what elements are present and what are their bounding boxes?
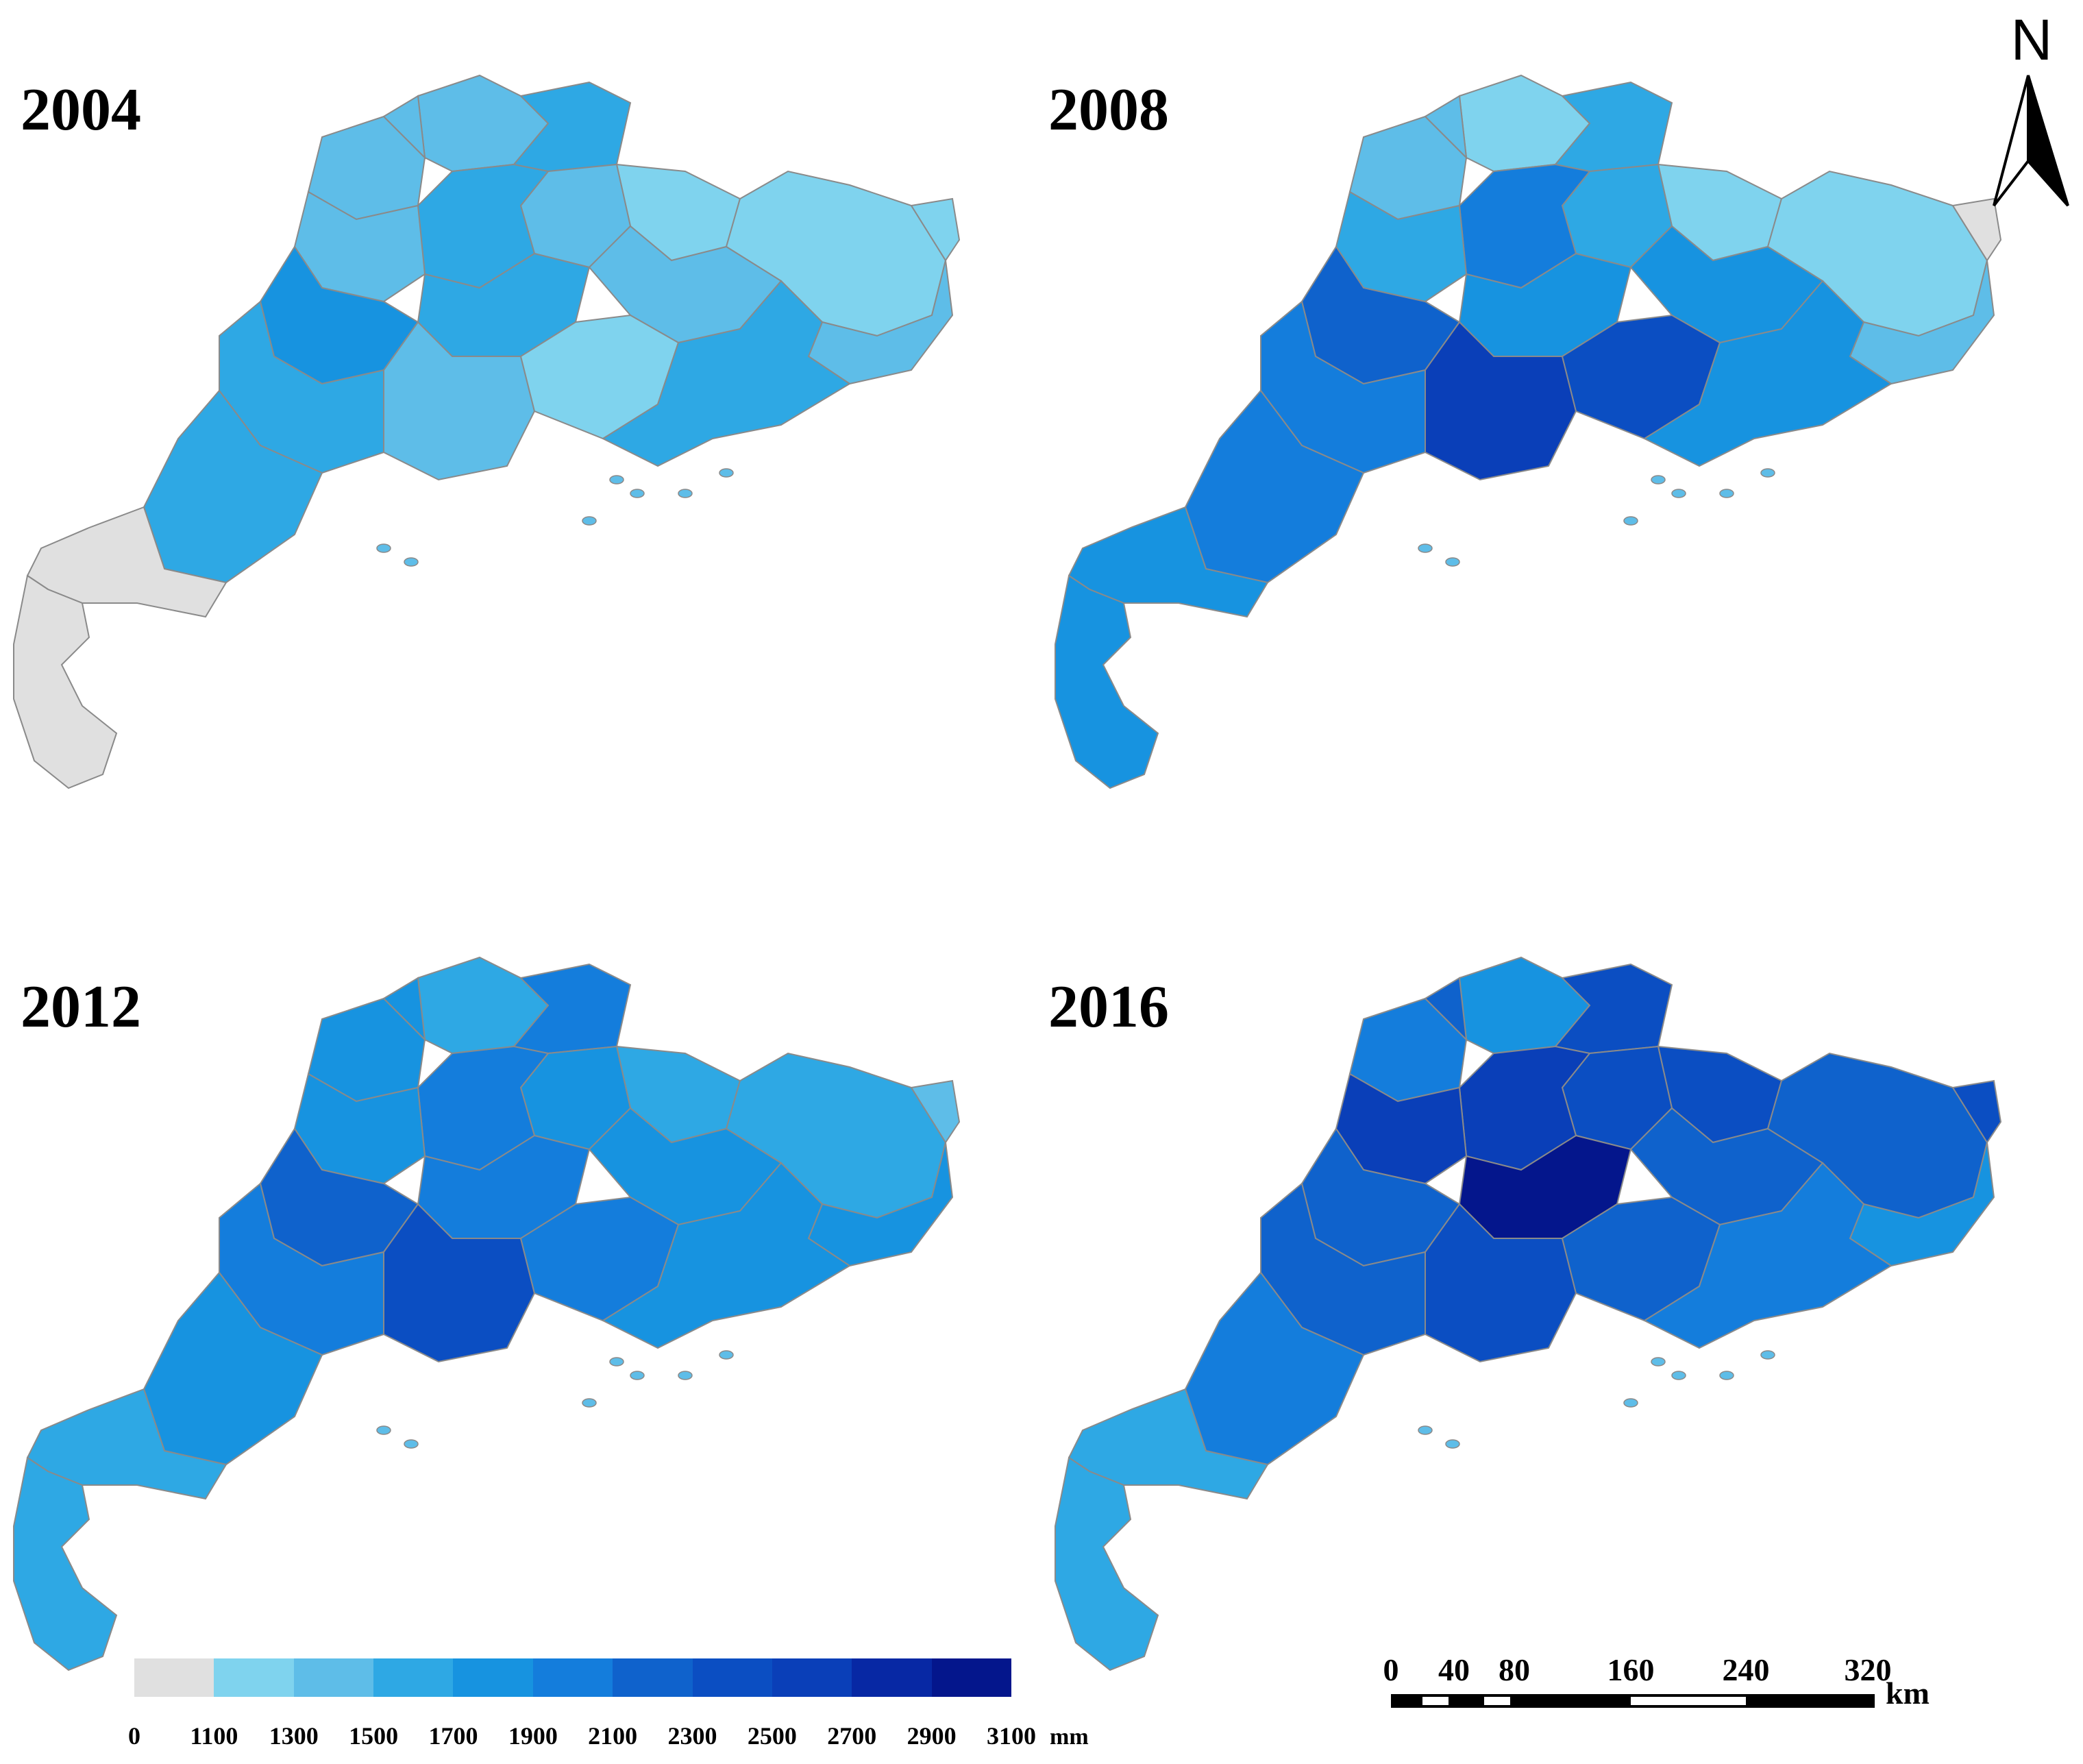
north-arrow-icon <box>1993 75 2069 207</box>
legend-tick: 0 <box>128 1722 140 1750</box>
precipitation-legend: 0 1100 1300 1500 1700 1900 2100 2300 2500 2700 290… <box>128 1658 1089 1761</box>
legend-tick: 1900 <box>508 1722 558 1750</box>
scale-bar-graphic <box>1391 1694 1875 1708</box>
scale-label: 240 <box>1722 1652 1770 1687</box>
island <box>376 1425 391 1435</box>
choropleth-map <box>13 956 961 1671</box>
scale-label: 320 <box>1844 1652 1892 1687</box>
island <box>1445 557 1460 567</box>
north-label: N <box>2010 8 2053 72</box>
legend-tick: 3100 <box>987 1722 1036 1750</box>
map-panel-2008: 2008 <box>1042 0 2083 882</box>
island <box>1623 516 1638 526</box>
legend-swatch <box>373 1658 454 1697</box>
island <box>1418 1425 1433 1435</box>
map-region <box>1951 1079 2002 1144</box>
scale-label: 80 <box>1499 1652 1530 1687</box>
island <box>404 557 419 567</box>
map-region <box>13 1456 118 1671</box>
island <box>376 543 391 553</box>
island <box>678 489 693 498</box>
scale-label: 40 <box>1438 1652 1470 1687</box>
map-region <box>601 280 851 467</box>
year-label: 2008 <box>1048 77 1169 143</box>
island <box>582 1398 597 1408</box>
map-region <box>910 197 961 262</box>
island <box>404 1439 419 1449</box>
island <box>719 468 734 478</box>
legend-tick: 2300 <box>667 1722 717 1750</box>
island <box>1418 543 1433 553</box>
map-region <box>382 95 426 160</box>
island <box>630 489 645 498</box>
scale-bar: 0 40 80 160 240 320 km <box>1377 1652 2028 1748</box>
island <box>1760 1350 1775 1360</box>
legend-tick: 2700 <box>827 1722 877 1750</box>
map-region <box>1424 95 1468 160</box>
island <box>1760 468 1775 478</box>
legend-tick: 2500 <box>747 1722 797 1750</box>
legend-color-bar <box>134 1658 1011 1697</box>
map-panel-2004: 2004 <box>0 0 1042 882</box>
legend-swatch <box>692 1658 772 1697</box>
map-region <box>1951 197 2002 262</box>
island <box>1623 1398 1638 1408</box>
island <box>1651 1357 1666 1367</box>
map-region <box>219 300 384 474</box>
legend-unit: mm <box>1050 1724 1089 1750</box>
north-arrow: N <box>1987 7 2076 212</box>
legend-swatch <box>613 1658 693 1697</box>
map-region <box>1424 977 1468 1042</box>
map-region <box>1260 1182 1426 1356</box>
map-region <box>1055 574 1159 789</box>
map-panel-2016: 2016 <box>1042 882 2083 1764</box>
legend-tick-labels: 0 1100 1300 1500 1700 1900 2100 2300 2500 2700 290… <box>116 1722 1089 1756</box>
island <box>1671 489 1686 498</box>
legend-tick: 1700 <box>428 1722 478 1750</box>
map-region <box>1642 1162 1893 1349</box>
scale-bar-unit: km <box>1886 1676 1930 1711</box>
legend-tick: 2900 <box>907 1722 957 1750</box>
island <box>1671 1371 1686 1380</box>
island <box>1719 1371 1734 1380</box>
legend-tick: 1500 <box>349 1722 399 1750</box>
choropleth-map <box>1055 74 2002 789</box>
legend-swatch <box>134 1658 214 1697</box>
island <box>678 1371 693 1380</box>
island <box>1651 475 1666 485</box>
legend-swatch <box>293 1658 374 1697</box>
island <box>630 1371 645 1380</box>
choropleth-map <box>13 74 961 789</box>
island <box>609 1357 624 1367</box>
legend-tick: 1100 <box>190 1722 238 1750</box>
legend-swatch <box>852 1658 932 1697</box>
map-region <box>601 1162 851 1349</box>
island <box>719 1350 734 1360</box>
map-panel-2012: 2012 <box>0 882 1042 1764</box>
legend-swatch <box>772 1658 852 1697</box>
legend-tick: 2100 <box>588 1722 638 1750</box>
map-region <box>382 977 426 1042</box>
choropleth-map <box>1055 956 2002 1671</box>
legend-swatch <box>931 1658 1011 1697</box>
map-region <box>1642 280 1893 467</box>
map-region <box>1260 300 1426 474</box>
legend-swatch <box>532 1658 613 1697</box>
map-region <box>219 1182 384 1356</box>
map-region <box>1055 1456 1159 1671</box>
island <box>582 516 597 526</box>
scale-label: 0 <box>1383 1652 1399 1687</box>
island <box>1445 1439 1460 1449</box>
scale-label: 160 <box>1607 1652 1655 1687</box>
map-region <box>13 574 118 789</box>
island <box>609 475 624 485</box>
legend-tick: 1300 <box>269 1722 319 1750</box>
island <box>1719 489 1734 498</box>
legend-swatch <box>214 1658 294 1697</box>
year-label: 2012 <box>21 974 141 1040</box>
map-region <box>910 1079 961 1144</box>
year-label: 2004 <box>21 77 141 143</box>
year-label: 2016 <box>1048 974 1169 1040</box>
legend-swatch <box>453 1658 533 1697</box>
